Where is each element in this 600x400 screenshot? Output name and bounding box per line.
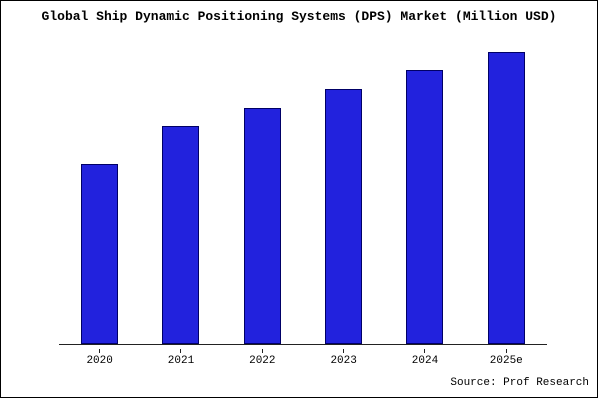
bar-2023 [325,88,363,344]
source-caption: Source: Prof Research [450,377,589,389]
x-tick-label: 2021 [167,355,195,367]
bar-2021 [162,126,200,344]
x-tick-mark [261,349,263,353]
x-tick-mark [180,349,182,353]
bar-2024 [406,70,444,344]
plot-area [59,33,547,345]
x-tick-cell: 2020 [81,349,118,367]
chart-title: Global Ship Dynamic Positioning Systems … [41,9,557,24]
x-tick-mark [424,349,426,353]
x-tick-cell: 2024 [406,349,443,367]
x-tick-mark [343,349,345,353]
x-tick-cell: 2021 [162,349,199,367]
x-axis-labels: 2020 2021 2022 2023 2024 2025e [59,349,547,367]
x-tick-cell: 2023 [325,349,362,367]
bar-2020 [81,163,119,344]
x-tick-mark [99,349,101,353]
x-tick-label: 2023 [330,355,357,367]
x-tick-cell: 2025e [488,349,525,367]
bar-2022 [243,107,281,344]
x-tick-label: 2024 [411,355,439,367]
x-tick-cell: 2022 [244,349,281,367]
x-tick-label: 2020 [86,355,113,367]
bar-2025e [487,51,525,344]
x-tick-label: 2022 [249,355,276,367]
x-tick-label: 2025e [489,355,523,367]
x-tick-mark [505,349,507,353]
